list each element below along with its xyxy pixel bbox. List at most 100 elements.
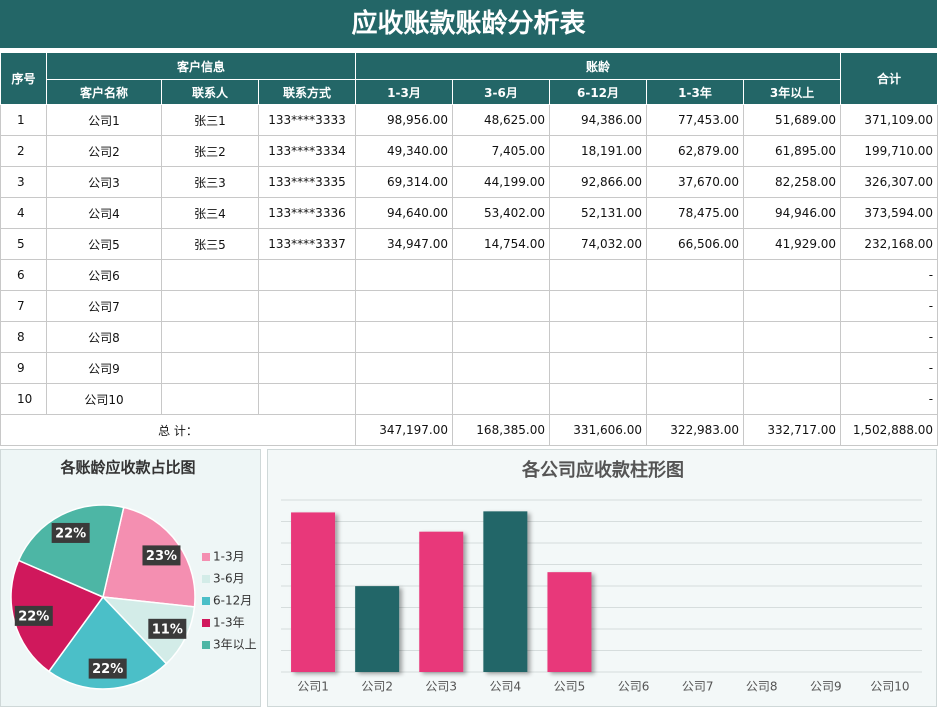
total-cell: 332,717.00 — [743, 414, 842, 446]
data-row: 8 公司8 - — [0, 321, 939, 353]
cell: 61,895.00 — [743, 135, 842, 167]
header-row: 客户名称 联系人 联系方式 1-3月 3-6月 6-12月 1-3年 3年以上 — [1, 79, 938, 105]
cell: 34,947.00 — [355, 228, 454, 260]
cell — [549, 383, 648, 415]
data-row: 1 公司1 张三1 133****3333 98,956.00 48,625.00 94,3… — [0, 104, 939, 136]
cell — [743, 321, 842, 353]
cell — [161, 259, 259, 291]
cell: 张三1 — [161, 104, 259, 136]
cell: 51,689.00 — [743, 104, 842, 136]
cell — [646, 352, 745, 384]
bar — [419, 531, 464, 672]
cell: 53,402.00 — [452, 197, 551, 229]
x-tick-label: 公司6 — [618, 680, 650, 694]
cell: 18,191.00 — [549, 135, 648, 167]
label-box — [142, 545, 181, 566]
total-cell: 1,502,888.00 — [840, 414, 939, 446]
cell: 44,199.00 — [452, 166, 551, 198]
label-box — [51, 522, 90, 543]
total-cell: 331,606.00 — [549, 414, 648, 446]
legend-label: 1-3月 — [213, 550, 245, 564]
cell: 2 — [0, 135, 47, 167]
cell — [257, 259, 357, 291]
cell: 133****3333 — [257, 104, 357, 136]
cell — [161, 352, 259, 384]
cell: 52,131.00 — [549, 197, 648, 229]
data-row: 2 公司2 张三2 133****3334 49,340.00 7,405.00 18,19… — [0, 135, 939, 167]
cell — [549, 290, 648, 322]
cell: 公司9 — [46, 352, 162, 384]
cell: 371,109.00 — [840, 104, 939, 136]
x-tick-label: 公司1 — [297, 680, 329, 694]
header-cell: 联系方式 — [257, 79, 357, 105]
cell: 公司10 — [46, 383, 162, 415]
pie-slice — [10, 559, 105, 673]
data-row: 10 公司10 - — [0, 383, 939, 415]
cell: 98,956.00 — [355, 104, 454, 136]
data-row: 4 公司4 张三4 133****3336 94,640.00 53,402.00 52,1… — [0, 197, 939, 229]
x-tick-label: 公司3 — [425, 680, 457, 694]
group-header: 账龄 — [355, 52, 842, 80]
total-cell: 322,983.00 — [646, 414, 745, 446]
cell: 张三4 — [161, 197, 259, 229]
x-tick-label: 公司9 — [810, 680, 842, 694]
cell: 公司5 — [46, 228, 162, 260]
cell: 74,032.00 — [549, 228, 648, 260]
bar — [355, 586, 400, 672]
chart-title: 各账龄应收款占比图 — [59, 459, 195, 477]
sheet-title: 应收账款账龄分析表 — [0, 0, 937, 48]
cell: 69,314.00 — [355, 166, 454, 198]
cell: - — [840, 352, 939, 384]
cell: 48,625.00 — [452, 104, 551, 136]
cell: 4 — [0, 197, 47, 229]
cell — [646, 321, 745, 353]
cell — [743, 290, 842, 322]
cell: 张三2 — [161, 135, 259, 167]
data-row: 7 公司7 - — [0, 290, 939, 322]
cell — [161, 290, 259, 322]
cell: 62,879.00 — [646, 135, 745, 167]
cell: - — [840, 259, 939, 291]
header-cell: 1-3月 — [355, 79, 454, 105]
data-label: 23% — [146, 549, 177, 564]
x-tick-label: 公司2 — [361, 680, 393, 694]
cell: 133****3334 — [257, 135, 357, 167]
legend-label: 6-12月 — [213, 594, 252, 608]
data-row: 3 公司3 张三3 133****3335 69,314.00 44,199.00 92,8… — [0, 166, 939, 198]
data-label: 11% — [152, 622, 183, 637]
cell — [743, 259, 842, 291]
cell — [549, 352, 648, 384]
legend-swatch — [202, 619, 210, 627]
cell — [161, 383, 259, 415]
cell: - — [840, 321, 939, 353]
cell: 6 — [0, 259, 47, 291]
legend-swatch — [202, 641, 210, 649]
cell: 133****3336 — [257, 197, 357, 229]
cell — [355, 259, 454, 291]
cell: 张三5 — [161, 228, 259, 260]
header-cell: 客户名称 — [46, 79, 162, 105]
pie-slice — [17, 504, 125, 599]
chart-title: 各公司应收款柱形图 — [521, 459, 684, 481]
cell: 199,710.00 — [840, 135, 939, 167]
cell — [355, 290, 454, 322]
cell — [452, 352, 551, 384]
total-cell: 347,197.00 — [355, 414, 454, 446]
cell: 3 — [0, 166, 47, 198]
cell: 公司3 — [46, 166, 162, 198]
cell: 92,866.00 — [549, 166, 648, 198]
cell — [161, 321, 259, 353]
legend-swatch — [202, 553, 210, 561]
header-cell: 联系人 — [161, 79, 259, 105]
label-box — [14, 605, 53, 626]
bar — [483, 511, 528, 672]
cell: 373,594.00 — [840, 197, 939, 229]
cell: 232,168.00 — [840, 228, 939, 260]
cell — [743, 383, 842, 415]
cell — [743, 352, 842, 384]
cell: 41,929.00 — [743, 228, 842, 260]
pie-slice — [47, 595, 168, 690]
cell: 公司7 — [46, 290, 162, 322]
pie-chart: 各账龄应收款占比图 23% 11% 22% 22% 22% 1-3月 3-6月 6-12月 1-3… — [0, 449, 261, 707]
